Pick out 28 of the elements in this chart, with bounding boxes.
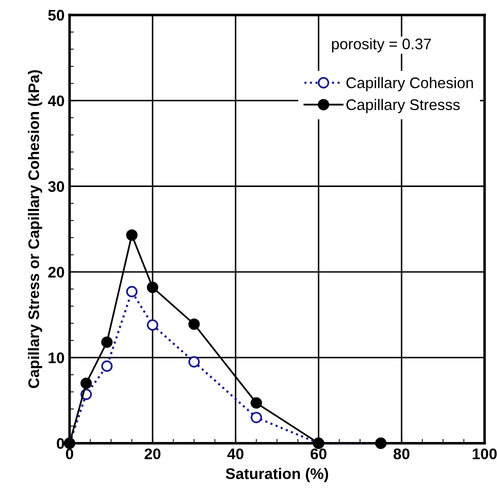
y-tick-label: 30	[48, 181, 64, 192]
x-tick-label: 60	[310, 448, 326, 460]
x-tick-label: 40	[227, 448, 244, 460]
y-tick-label: 40	[48, 95, 64, 106]
point	[250, 397, 262, 409]
legend-label: Capillary Cohesion	[346, 77, 473, 92]
point	[188, 356, 200, 368]
x-axis-title: Saturation (%)	[226, 468, 328, 482]
point	[146, 282, 158, 294]
x-tick-label: 80	[394, 448, 410, 460]
point	[188, 318, 200, 330]
legend-label: Capillary Stresss	[346, 98, 460, 114]
point	[80, 378, 92, 389]
annotation: porosity = 0.37	[332, 38, 431, 52]
point	[126, 229, 138, 241]
point	[101, 336, 113, 348]
x-tick-label: 20	[144, 448, 160, 460]
x-tick-label: 100	[472, 448, 497, 460]
point	[101, 360, 113, 372]
y-axis-title: Capillary Stress or Capillary Cohesion (kPa)	[28, 70, 42, 388]
y-tick-label: 50	[48, 10, 64, 21]
y-tick-label: 20	[48, 266, 64, 278]
y-tick-label: 0	[56, 438, 64, 449]
point	[146, 319, 158, 331]
point	[126, 286, 138, 298]
x-tick-label: 0	[66, 448, 74, 460]
y-tick-label: 10	[48, 352, 64, 364]
point	[250, 412, 262, 424]
